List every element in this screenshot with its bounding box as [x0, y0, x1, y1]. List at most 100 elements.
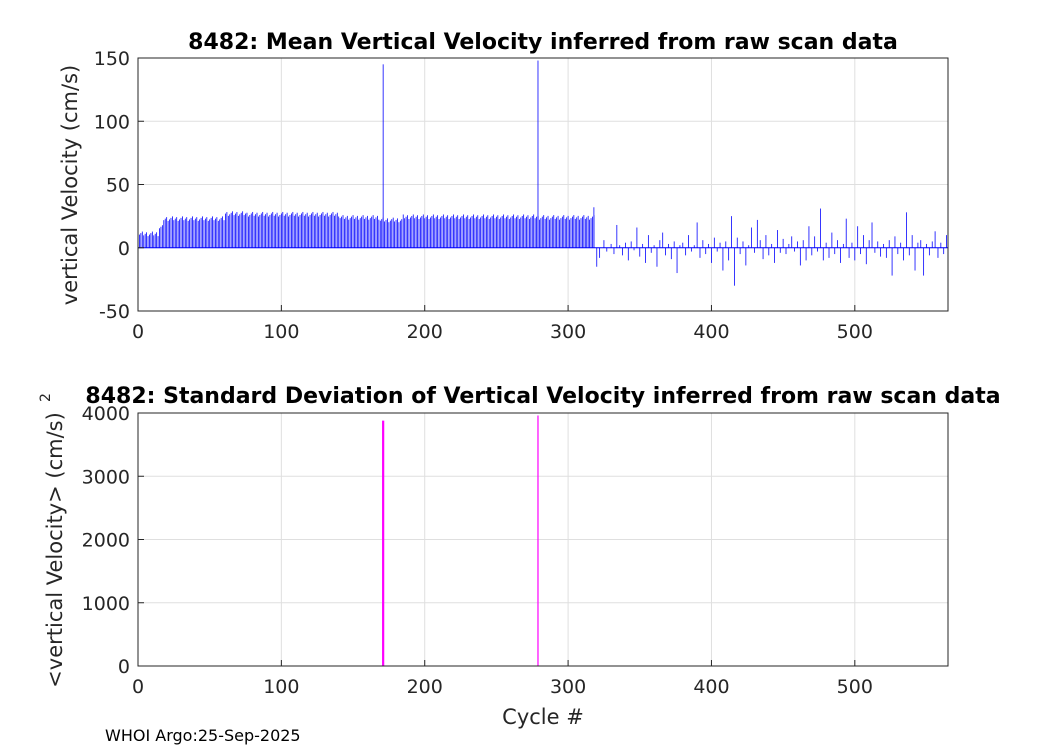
- mean-velocity-bar: [794, 247, 795, 252]
- mean-velocity-bar: [897, 247, 899, 255]
- mean-velocity-bar: [610, 243, 612, 248]
- mean-velocity-bar: [276, 212, 278, 248]
- mean-velocity-bar: [273, 215, 275, 248]
- mean-velocity-bar: [411, 215, 413, 248]
- mean-velocity-bar: [349, 218, 351, 248]
- mean-velocity-bar: [731, 216, 732, 248]
- mean-velocity-bar: [311, 213, 312, 248]
- mean-velocity-bar: [531, 215, 533, 248]
- mean-velocity-bar: [394, 221, 396, 248]
- mean-velocity-bar: [616, 224, 618, 248]
- mean-velocity-bar: [553, 215, 555, 248]
- mean-velocity-bar: [831, 232, 833, 248]
- mean-velocity-bar: [685, 247, 687, 256]
- x-tick-label: 300: [550, 676, 586, 698]
- mean-velocity-bar: [318, 216, 320, 248]
- mean-velocity-bar: [140, 233, 142, 248]
- mean-velocity-bar: [497, 215, 499, 248]
- mean-velocity-bar: [851, 242, 853, 248]
- mean-velocity-bar: [670, 247, 672, 260]
- mean-velocity-bar: [285, 214, 287, 248]
- mean-velocity-bar: [848, 247, 850, 258]
- mean-velocity-bar: [356, 215, 358, 248]
- mean-velocity-bar: [517, 215, 519, 248]
- mean-velocity-bar: [546, 217, 547, 248]
- mean-velocity-bar: [245, 213, 246, 248]
- mean-velocity-bar: [402, 214, 404, 248]
- x-tick-label: 0: [132, 321, 144, 343]
- mean-velocity-bar: [900, 242, 902, 248]
- mean-velocity-bar: [774, 247, 775, 263]
- mean-velocity-bar: [202, 216, 203, 248]
- mean-velocity-bar: [364, 218, 365, 248]
- mean-velocity-bar: [428, 219, 430, 248]
- mean-velocity-bar: [541, 216, 543, 248]
- mean-velocity-bar: [914, 247, 916, 271]
- mean-velocity-bar: [834, 247, 836, 255]
- mean-velocity-bar: [880, 247, 882, 257]
- mean-velocity-bar: [355, 217, 357, 248]
- mean-velocity-bar: [166, 217, 168, 248]
- mean-velocity-bar: [465, 216, 467, 248]
- mean-velocity-bar: [173, 220, 175, 248]
- mean-velocity-bar: [371, 216, 373, 248]
- mean-velocity-bar: [676, 247, 678, 274]
- mean-velocity-bar: [745, 247, 747, 266]
- mean-velocity-bar: [425, 216, 427, 248]
- mean-velocity-bar: [293, 215, 295, 248]
- mean-velocity-bar: [498, 219, 500, 248]
- mean-velocity-bar: [885, 247, 887, 258]
- mean-velocity-bar: [470, 217, 471, 248]
- mean-velocity-bar: [431, 215, 433, 248]
- mean-velocity-spike: [382, 64, 384, 248]
- mean-velocity-bar: [485, 216, 487, 248]
- mean-velocity-bar: [146, 232, 147, 248]
- mean-velocity-bar: [566, 217, 568, 248]
- x-axis-label: Cycle #: [502, 705, 584, 729]
- mean-velocity-bar: [209, 219, 211, 248]
- mean-velocity-bar: [252, 211, 254, 248]
- mean-velocity-bar: [506, 216, 507, 248]
- mean-velocity-bar: [305, 214, 307, 248]
- mean-velocity-bar: [438, 219, 440, 248]
- mean-velocity-bar: [420, 217, 421, 248]
- mean-velocity-bar: [940, 242, 942, 248]
- mean-velocity-bar: [189, 219, 191, 248]
- mean-velocity-bar: [931, 241, 933, 248]
- mean-velocity-bar: [622, 247, 623, 256]
- mean-velocity-bar: [269, 214, 271, 248]
- mean-velocity-bar: [331, 213, 332, 248]
- mean-velocity-bar: [351, 216, 353, 248]
- mean-velocity-bar: [693, 245, 695, 248]
- mean-velocity-bar: [590, 218, 592, 248]
- mean-velocity-bar: [194, 218, 196, 248]
- mean-velocity-bar: [157, 236, 159, 248]
- mean-velocity-bar: [560, 218, 562, 248]
- mean-velocity-bar: [688, 235, 689, 248]
- y-tick-label: -50: [99, 301, 130, 323]
- mean-velocity-bar: [186, 217, 188, 248]
- mean-velocity-bar: [401, 219, 403, 248]
- mean-velocity-bar: [468, 219, 470, 248]
- bottom-y-ticks: 0 1000 2000 3000 4000: [82, 403, 144, 678]
- mean-velocity-bar: [192, 216, 193, 248]
- mean-velocity-bar: [177, 220, 179, 248]
- mean-velocity-bar: [923, 247, 925, 276]
- mean-velocity-bar: [569, 219, 570, 248]
- mean-velocity-bar: [501, 215, 503, 248]
- mean-velocity-bar: [193, 220, 195, 248]
- mean-velocity-bar: [530, 217, 532, 248]
- mean-velocity-bar: [258, 216, 259, 248]
- mean-velocity-bar: [392, 217, 394, 248]
- mean-velocity-bar: [567, 215, 569, 248]
- mean-velocity-bar: [359, 218, 361, 248]
- mean-velocity-bar: [405, 216, 407, 248]
- mean-velocity-bar: [141, 231, 143, 248]
- bottom-x-ticks: 0 100 200 300 400 500: [132, 660, 873, 698]
- mean-velocity-bar: [243, 215, 245, 248]
- mean-velocity-bar: [488, 219, 490, 248]
- mean-velocity-bar: [682, 242, 684, 248]
- mean-velocity-bar: [642, 243, 644, 248]
- mean-velocity-bar: [275, 214, 277, 248]
- mean-velocity-bar: [514, 218, 516, 248]
